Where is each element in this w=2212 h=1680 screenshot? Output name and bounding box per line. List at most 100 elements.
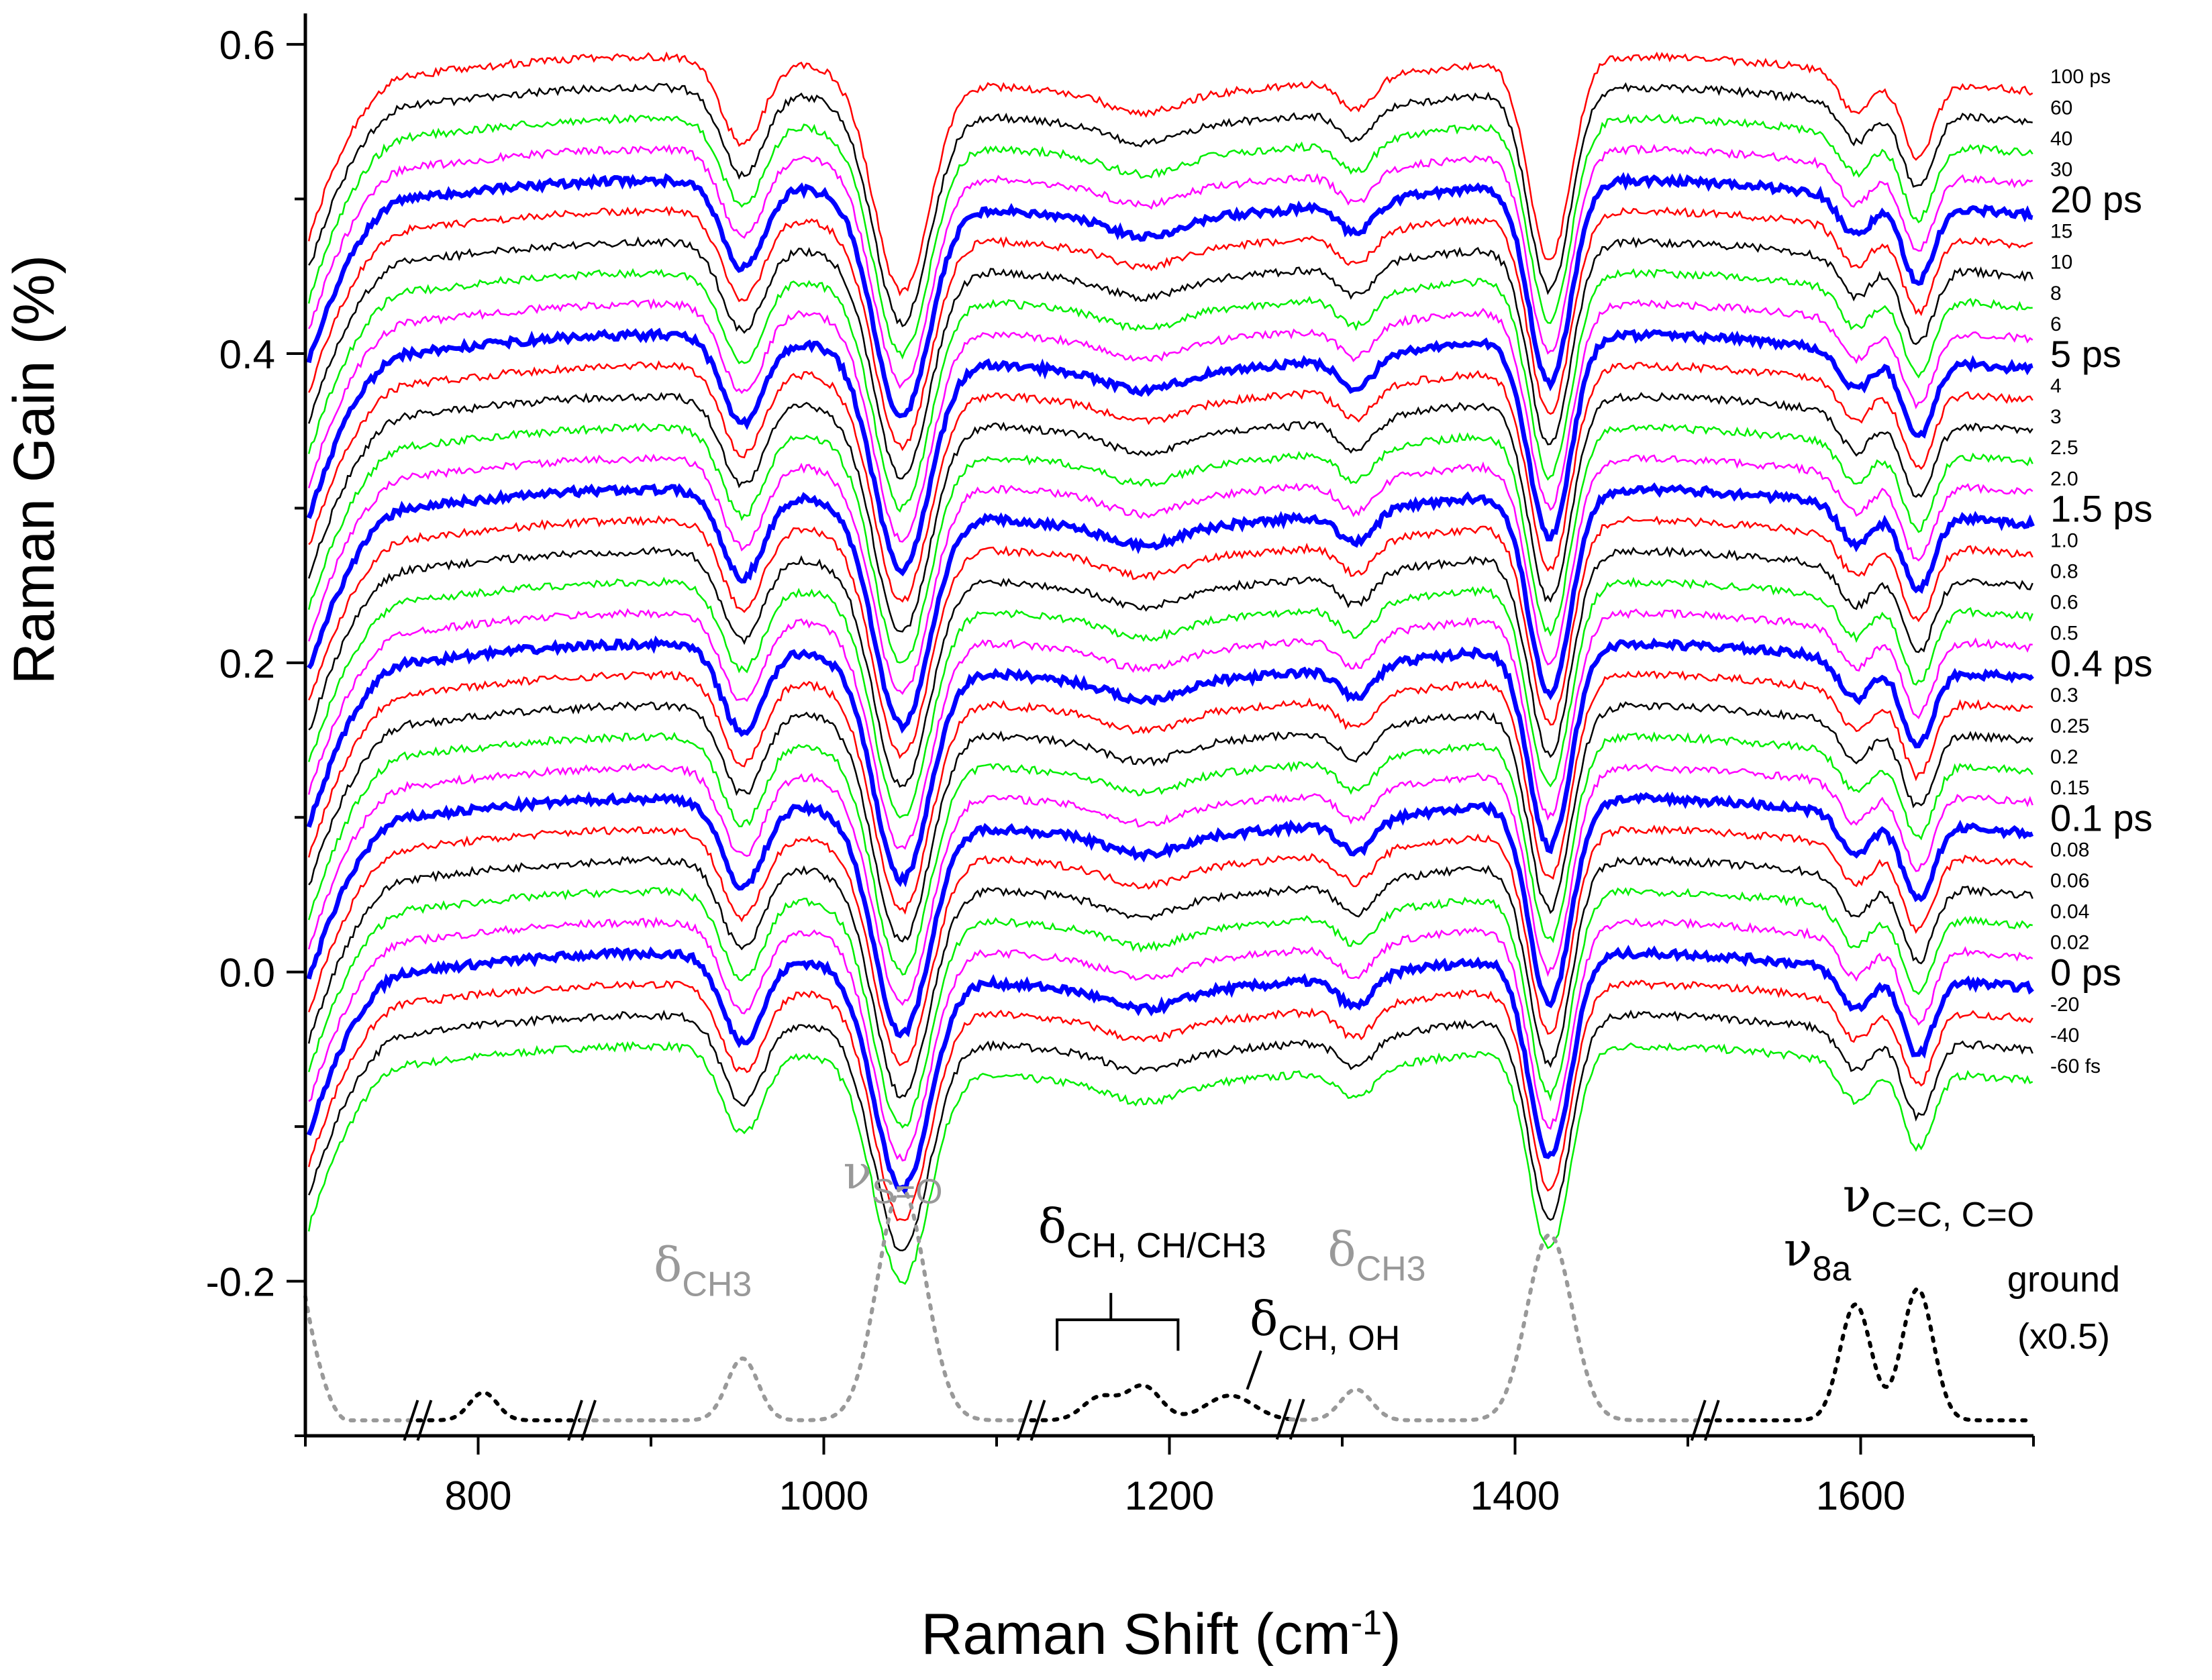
x-axis-title-end: )	[1382, 1602, 1401, 1667]
series-line	[307, 1009, 2033, 1252]
delay-label: 0 ps	[2050, 951, 2121, 994]
series-line	[308, 916, 2033, 1162]
series-line	[307, 482, 2035, 734]
axis-break-mark	[1289, 1398, 1305, 1440]
delay-label: 60	[2050, 97, 2072, 119]
series-line	[307, 731, 2033, 976]
y-ticks: -0.2 0.0 0.2 0.4 0.6	[206, 23, 305, 1437]
peak-annotation: δCH3	[1327, 1222, 1425, 1289]
delay-label: 0.3	[2050, 684, 2078, 706]
axis-break-mark	[1703, 1400, 1720, 1441]
delay-label: 2.5	[2050, 437, 2078, 459]
series-line	[308, 82, 2033, 327]
delay-label: 0.1 ps	[2050, 796, 2153, 839]
delay-label: 0.4 ps	[2050, 642, 2153, 684]
ground-state-segment	[580, 1186, 1034, 1422]
delay-label: 10	[2050, 252, 2072, 274]
delay-label: 100 ps	[2050, 66, 2111, 88]
series-line	[308, 701, 2033, 943]
x-axis-title-sup: -1	[1351, 1604, 1382, 1642]
axis-break-mark	[416, 1400, 433, 1441]
delay-label: -40	[2050, 1025, 2079, 1047]
delay-label: 30	[2050, 158, 2072, 180]
y-tick-label: 0.2	[219, 641, 275, 686]
axis-break-mark	[1029, 1400, 1046, 1441]
delay-label: 20 ps	[2050, 178, 2142, 221]
series-line	[307, 298, 2033, 543]
series-line	[307, 423, 2033, 664]
delay-label: 0.5	[2050, 623, 2078, 645]
ground-state-segment	[415, 1390, 584, 1422]
series-line	[308, 360, 2033, 603]
x-ticks: 800 1000 1200 1400 1600	[304, 1436, 2035, 1518]
y-tick-label: 0.0	[219, 951, 275, 996]
series-layer	[306, 51, 2035, 1285]
axis-break-mark	[403, 1400, 419, 1441]
delay-label: 0.25	[2050, 715, 2089, 737]
delay-label: 1.5 ps	[2050, 487, 2153, 529]
delay-label: -60 fs	[2050, 1055, 2101, 1078]
series-line	[307, 670, 2033, 915]
series-line	[307, 268, 2033, 513]
delay-label: 15	[2050, 221, 2072, 243]
series-line	[307, 824, 2033, 1067]
x-tick-label: 1000	[779, 1473, 868, 1518]
delay-label: 0.8	[2050, 561, 2078, 583]
ground-state-segment	[1288, 1232, 1707, 1422]
series-line	[307, 454, 2033, 695]
delay-label: 40	[2050, 127, 2072, 150]
delay-label: 0.08	[2050, 839, 2089, 861]
y-tick-label: 0.4	[219, 332, 275, 377]
y-tick-label: -0.2	[206, 1260, 275, 1305]
series-line	[307, 980, 2033, 1222]
delay-label: 5 ps	[2050, 333, 2121, 375]
series-line	[306, 945, 2034, 1197]
series-line	[306, 172, 2033, 419]
series-line	[307, 855, 2033, 1099]
series-line	[306, 635, 2034, 888]
axes-layer: 800 1000 1200 1400 1600 -0.2 0.0 0.2 0.4 0.6	[206, 13, 2035, 1518]
delay-label: -20	[2050, 994, 2079, 1016]
delay-label: 3	[2050, 406, 2062, 428]
delay-label: 1.0	[2050, 529, 2078, 552]
axis-break-mark	[581, 1400, 597, 1441]
ground-state-segment	[1029, 1383, 1293, 1422]
series-line	[307, 392, 2033, 633]
series-line	[307, 763, 2033, 1006]
x-tick-label: 1600	[1816, 1473, 1905, 1518]
delay-labels: -60 fs -40 -200 ps0.02 0.04 0.06 0.080.1 ps 0.…	[2050, 66, 2153, 1078]
series-line	[307, 206, 2033, 452]
series-line	[307, 515, 2033, 759]
series-line	[307, 236, 2033, 480]
series-line	[307, 51, 2033, 297]
series-line	[306, 327, 2033, 577]
peak-annotation: δCH, CH/CH3	[1038, 1199, 1266, 1265]
x-tick-label: 1200	[1125, 1473, 1214, 1518]
x-tick-label: 800	[444, 1473, 511, 1518]
peak-annotation: ν8a	[1784, 1222, 1851, 1289]
axis-break-mark	[1690, 1400, 1707, 1441]
ground-label-line2: (x0.5)	[2017, 1316, 2110, 1357]
delay-label: 0.02	[2050, 932, 2089, 954]
series-line	[307, 113, 2033, 360]
axis-break-mark	[1275, 1398, 1292, 1440]
delay-label: 2.0	[2050, 468, 2078, 490]
delay-label: 6	[2050, 313, 2062, 335]
ground-label-line1: ground	[2007, 1259, 2120, 1300]
delay-label: 0.04	[2050, 901, 2089, 923]
series-line	[307, 576, 2033, 819]
series-line	[308, 545, 2033, 788]
series-line	[307, 1041, 2033, 1285]
axis-break-mark	[1016, 1400, 1033, 1441]
series-line	[307, 608, 2033, 850]
series-line	[306, 791, 2034, 1039]
y-tick-label: 0.6	[219, 23, 275, 68]
delay-label: 0.06	[2050, 870, 2089, 892]
axis-break-mark	[567, 1400, 583, 1441]
annotation-pointer	[1246, 1350, 1262, 1390]
peak-annotation: νS=O	[843, 1145, 942, 1211]
series-line	[307, 886, 2033, 1129]
annotation-bracket	[1056, 1293, 1180, 1351]
